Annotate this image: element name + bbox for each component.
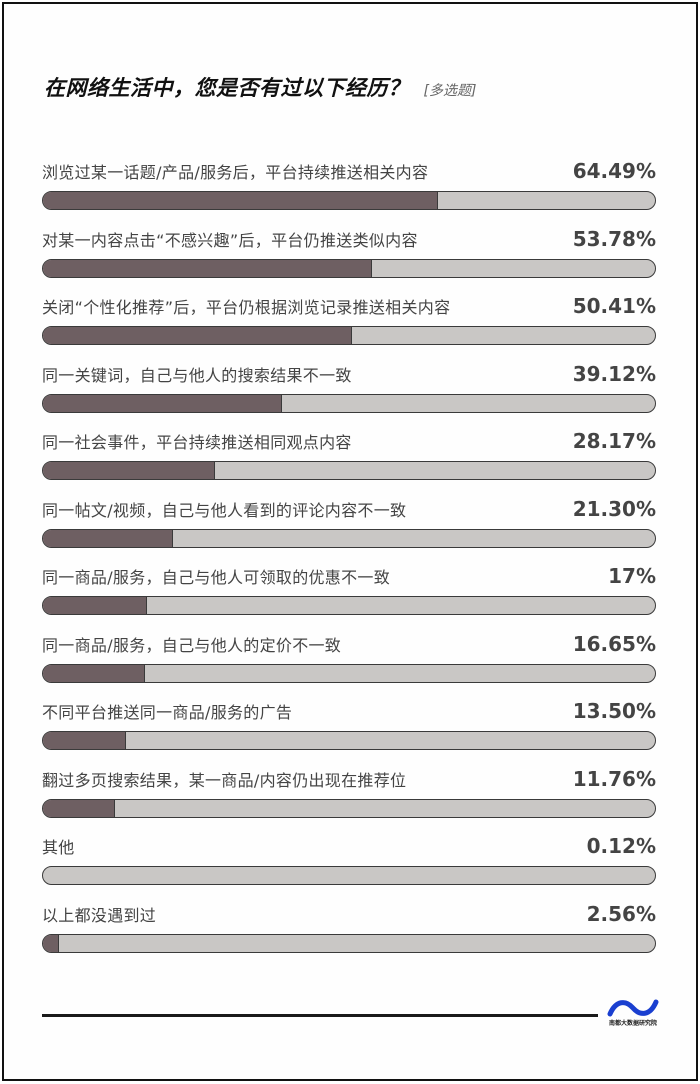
bar-fill <box>43 394 283 412</box>
bar-value: 16.65% <box>572 631 656 656</box>
bar-row: 不同平台推送同一商品/服务的广告 13.50% <box>42 697 656 765</box>
bar-value: 50.41% <box>572 294 656 318</box>
bar-value: 64.49% <box>572 159 656 183</box>
bar-track <box>42 461 656 480</box>
bar-row: 同一商品/服务，自己与他人的定价不一致 16.65% <box>42 630 656 698</box>
bar-fill <box>43 597 148 614</box>
row-header: 关闭“个性化推荐”后，平台仍根据浏览记录推送相关内容 50.41% <box>42 292 656 318</box>
bar-label: 其他 <box>42 838 75 857</box>
bar-row: 浏览过某一话题/产品/服务后，平台持续推送相关内容 64.49% <box>42 157 656 225</box>
bar-fill <box>43 192 438 209</box>
bar-fill <box>43 259 373 277</box>
row-header: 翻过多页搜索结果，某一商品/内容仍出现在推荐位 11.76% <box>42 765 656 791</box>
row-header: 以上都没遇到过 2.56% <box>42 900 656 926</box>
bar-track <box>42 798 656 818</box>
bar-label: 以上都没遇到过 <box>42 905 157 925</box>
bar-fill <box>43 529 174 547</box>
header: 在网络生活中，您是否有过以下经历？ [多选题] <box>44 72 476 102</box>
bar-row: 对某一内容点击“不感兴趣”后，平台仍推送类似内容 53.78% <box>42 225 656 293</box>
bar-value: 28.17% <box>572 429 656 453</box>
bar-label: 同一帖文/视频，自己与他人看到的评论内容不一致 <box>42 500 407 520</box>
row-header: 同一关键词，自己与他人的搜索结果不一致 39.12% <box>42 360 656 386</box>
bar-row: 其他 0.12% <box>42 832 656 900</box>
bar-track <box>42 528 656 548</box>
bar-label: 翻过多页搜索结果，某一商品/内容仍出现在推荐位 <box>42 770 407 790</box>
row-header: 同一商品/服务，自己与他人可领取的优惠不一致 17% <box>42 562 656 588</box>
bar-value: 11.76% <box>572 766 656 791</box>
chart-title: 在网络生活中，您是否有过以下经历？ <box>44 76 410 100</box>
row-header: 同一商品/服务，自己与他人的定价不一致 16.65% <box>42 630 656 656</box>
bar-track <box>42 191 656 210</box>
bar-list: 浏览过某一话题/产品/服务后，平台持续推送相关内容 64.49% 对某一内容点击“不… <box>42 157 656 967</box>
bar-track <box>42 866 656 885</box>
bar-track <box>42 326 656 345</box>
bar-value: 39.12% <box>572 361 656 386</box>
bar-fill <box>43 732 126 749</box>
bar-value: 53.78% <box>572 226 656 251</box>
bar-row: 同一商品/服务，自己与他人可领取的优惠不一致 17% <box>42 562 656 630</box>
multi-select-tag: [多选题] <box>423 83 477 99</box>
bar-row: 翻过多页搜索结果，某一商品/内容仍出现在推荐位 11.76% <box>42 765 656 833</box>
bar-fill <box>43 462 216 479</box>
bar-track <box>42 596 656 615</box>
bar-row: 同一帖文/视频，自己与他人看到的评论内容不一致 21.30% <box>42 495 656 563</box>
bar-track <box>42 258 656 278</box>
bar-label: 同一商品/服务，自己与他人可领取的优惠不一致 <box>42 568 390 587</box>
row-header: 对某一内容点击“不感兴趣”后，平台仍推送类似内容 53.78% <box>42 225 656 251</box>
brand-name: 南都大数据研究院 <box>608 1020 657 1027</box>
bar-value: 21.30% <box>572 496 656 521</box>
bar-value: 0.12% <box>586 834 656 858</box>
bar-fill <box>43 934 59 952</box>
bar-value: 17% <box>608 564 656 588</box>
bar-fill <box>43 799 115 817</box>
bar-track <box>42 393 656 413</box>
bar-fill <box>43 664 145 682</box>
bar-label: 同一商品/服务，自己与他人的定价不一致 <box>42 635 342 655</box>
bar-value: 2.56% <box>586 901 656 926</box>
bar-label: 同一社会事件，平台持续推送相同观点内容 <box>42 433 352 452</box>
bar-value: 13.50% <box>572 699 656 723</box>
bar-track <box>42 933 656 953</box>
brand-logo: 南都大数据研究院 <box>606 998 660 1028</box>
footer-divider <box>42 1014 598 1017</box>
bar-track <box>42 663 656 683</box>
row-header: 其他 0.12% <box>42 832 656 858</box>
bar-fill <box>43 327 352 344</box>
bar-label: 不同平台推送同一商品/服务的广告 <box>42 703 293 722</box>
bar-row: 同一社会事件，平台持续推送相同观点内容 28.17% <box>42 427 656 495</box>
bar-row: 关闭“个性化推荐”后，平台仍根据浏览记录推送相关内容 50.41% <box>42 292 656 360</box>
bar-label: 关闭“个性化推荐”后，平台仍根据浏览记录推送相关内容 <box>42 298 451 317</box>
bar-track <box>42 731 656 750</box>
bar-label: 对某一内容点击“不感兴趣”后，平台仍推送类似内容 <box>42 230 418 250</box>
row-header: 同一帖文/视频，自己与他人看到的评论内容不一致 21.30% <box>42 495 656 521</box>
bar-label: 同一关键词，自己与他人的搜索结果不一致 <box>42 365 352 385</box>
bar-row: 同一关键词，自己与他人的搜索结果不一致 39.12% <box>42 360 656 428</box>
row-header: 浏览过某一话题/产品/服务后，平台持续推送相关内容 64.49% <box>42 157 656 183</box>
row-header: 不同平台推送同一商品/服务的广告 13.50% <box>42 697 656 723</box>
bar-label: 浏览过某一话题/产品/服务后，平台持续推送相关内容 <box>42 163 429 182</box>
row-header: 同一社会事件，平台持续推送相同观点内容 28.17% <box>42 427 656 453</box>
wave-logo-icon <box>607 999 659 1017</box>
bar-row: 以上都没遇到过 2.56% <box>42 900 656 968</box>
